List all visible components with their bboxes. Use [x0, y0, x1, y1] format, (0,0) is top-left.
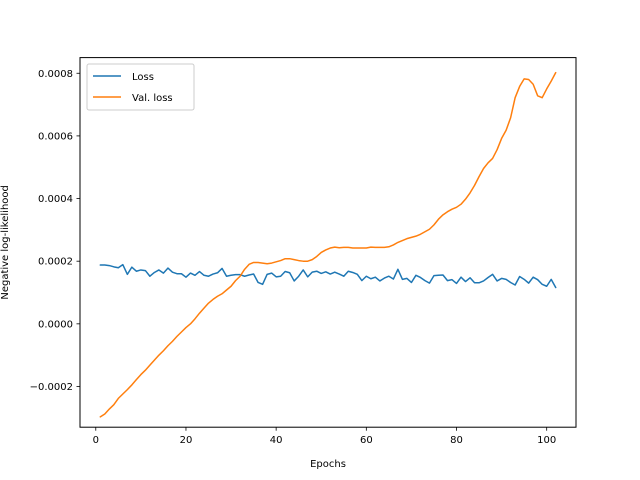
y-tick-label: −0.0002: [30, 382, 73, 393]
x-tick-label: 40: [270, 435, 283, 446]
loss-series-line: [99, 263, 557, 289]
y-tick-label: 0.0002: [38, 257, 73, 268]
legend-loss-label: Loss: [132, 72, 154, 83]
axis-layer: 0 20 40 60 80 100 −0.0002 0.0000 0.0002 0.0004 0.0…: [30, 69, 557, 446]
y-tick-label: 0.0000: [38, 319, 73, 330]
legend-val-loss-label: Val. loss: [132, 93, 173, 104]
x-tick-label: 0: [93, 435, 99, 446]
plot-frame: [79, 57, 577, 428]
y-tick-label: 0.0006: [38, 131, 73, 142]
series-layer: [99, 71, 557, 418]
y-tick-label: 0.0008: [38, 69, 73, 80]
x-tick-label: 100: [537, 435, 556, 446]
y-axis-title: Negative log-likelihood: [0, 185, 11, 300]
x-tick-label: 20: [180, 435, 193, 446]
y-tick-label: 0.0004: [38, 194, 73, 205]
x-axis-title: Epochs: [310, 459, 346, 470]
x-tick-label: 80: [450, 435, 463, 446]
x-tick-label: 60: [360, 435, 373, 446]
val-loss-series-line: [99, 71, 557, 418]
legend: Loss Val. loss: [86, 63, 195, 111]
